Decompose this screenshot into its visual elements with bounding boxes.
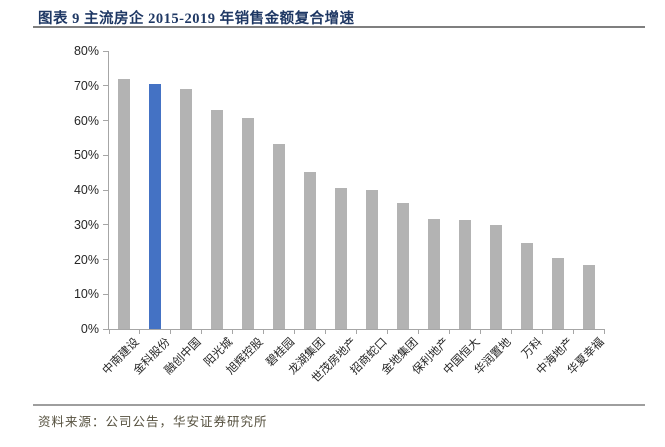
bar xyxy=(242,118,255,329)
bar xyxy=(396,203,409,329)
x-tick-mark xyxy=(232,329,234,334)
x-tick-mark xyxy=(356,329,357,334)
y-tick-label: 80% xyxy=(73,44,99,58)
bar xyxy=(489,225,502,329)
source-note: 资料来源：公司公告，华安证券研究所 xyxy=(38,415,268,429)
bar xyxy=(149,84,162,329)
bar xyxy=(427,219,440,329)
bar xyxy=(304,171,317,329)
bar xyxy=(458,219,471,329)
y-tick-mark xyxy=(103,328,109,330)
x-tick-mark xyxy=(201,329,203,334)
plot-area: 0% 10% 20% 30% 40% 50% 60% 70% 80% 中南建设 金科股份 融创中国 阳光… xyxy=(74,44,606,385)
y-tick-label: 60% xyxy=(73,113,99,128)
x-tick-mark xyxy=(572,329,574,334)
source-divider xyxy=(33,404,645,406)
x-tick-mark xyxy=(386,329,388,334)
bar xyxy=(335,187,348,329)
y-tick-label: 10% xyxy=(73,287,99,302)
y-tick-mark xyxy=(103,293,109,295)
bar xyxy=(551,258,564,329)
title-divider xyxy=(33,26,645,28)
x-tick-mark xyxy=(479,329,481,334)
x-tick-mark xyxy=(325,329,327,334)
bar xyxy=(180,89,193,329)
bar xyxy=(520,242,533,329)
bar xyxy=(273,143,286,329)
x-tick-mark xyxy=(448,329,450,334)
y-tick-mark xyxy=(103,85,109,87)
cagr-bar-chart: 0% 10% 20% 30% 40% 50% 60% 70% 80% 中南建设 金科股份 融创中国 阳光… xyxy=(0,40,665,400)
bar xyxy=(582,264,595,329)
y-tick-label: 40% xyxy=(73,183,99,197)
x-tick-mark xyxy=(294,329,296,334)
bar xyxy=(211,110,224,329)
x-tick-mark xyxy=(510,329,512,334)
figure-title: 图表 9 主流房企 2015-2019 年销售金额复合增速 xyxy=(38,11,355,27)
x-tick-mark xyxy=(603,329,605,334)
y-tick-mark xyxy=(103,50,109,52)
y-tick-mark xyxy=(103,189,109,191)
y-tick-label: 70% xyxy=(73,78,99,93)
y-tick-mark xyxy=(103,224,109,226)
y-tick-label: 0% xyxy=(80,322,99,336)
y-tick-mark xyxy=(103,154,109,156)
x-tick-mark xyxy=(541,329,543,334)
y-tick-mark xyxy=(103,120,109,121)
bar xyxy=(118,78,131,329)
x-tick-mark xyxy=(263,329,265,334)
y-tick-mark xyxy=(103,259,109,260)
x-tick-mark xyxy=(170,329,172,334)
y-tick-label: 20% xyxy=(73,252,99,267)
x-tick-mark xyxy=(417,329,419,334)
y-tick-label: 30% xyxy=(73,217,99,232)
bar xyxy=(365,190,378,329)
x-tick-mark xyxy=(108,329,110,334)
x-tick-mark xyxy=(139,329,141,334)
y-tick-label: 50% xyxy=(73,148,99,163)
